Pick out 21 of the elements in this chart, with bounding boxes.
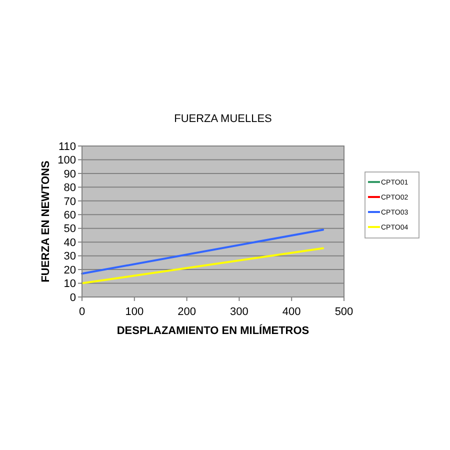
y-tick-label: 110: [58, 140, 76, 153]
y-tick-label: 60: [64, 209, 76, 222]
chart-title: FUERZA MUELLES: [174, 113, 272, 125]
x-tick-label: 500: [334, 306, 354, 318]
x-axis-title: DESPLAZAMIENTO EN MILÍMETROS: [116, 324, 310, 337]
x-tick-label: 400: [282, 306, 301, 318]
y-tick-label: 10: [64, 278, 76, 290]
y-tick-label: 30: [64, 250, 76, 263]
y-tick-label: 100: [58, 154, 76, 167]
x-tick-label: 0: [78, 306, 86, 318]
y-tick-label: 50: [64, 223, 76, 236]
y-tick-label: 70: [64, 196, 76, 208]
y-tick-label: 20: [64, 264, 76, 276]
x-tick-label: 300: [230, 306, 248, 318]
y-tick-label: 0: [70, 292, 76, 304]
x-tick-label: 100: [125, 306, 144, 318]
x-tick-label: 200: [178, 306, 196, 318]
y-tick-label: 90: [64, 168, 76, 180]
y-tick-label: 40: [64, 236, 76, 249]
y-axis-title: FUERZA EN NEWTONS: [40, 160, 52, 282]
y-tick-label: 80: [64, 182, 76, 194]
